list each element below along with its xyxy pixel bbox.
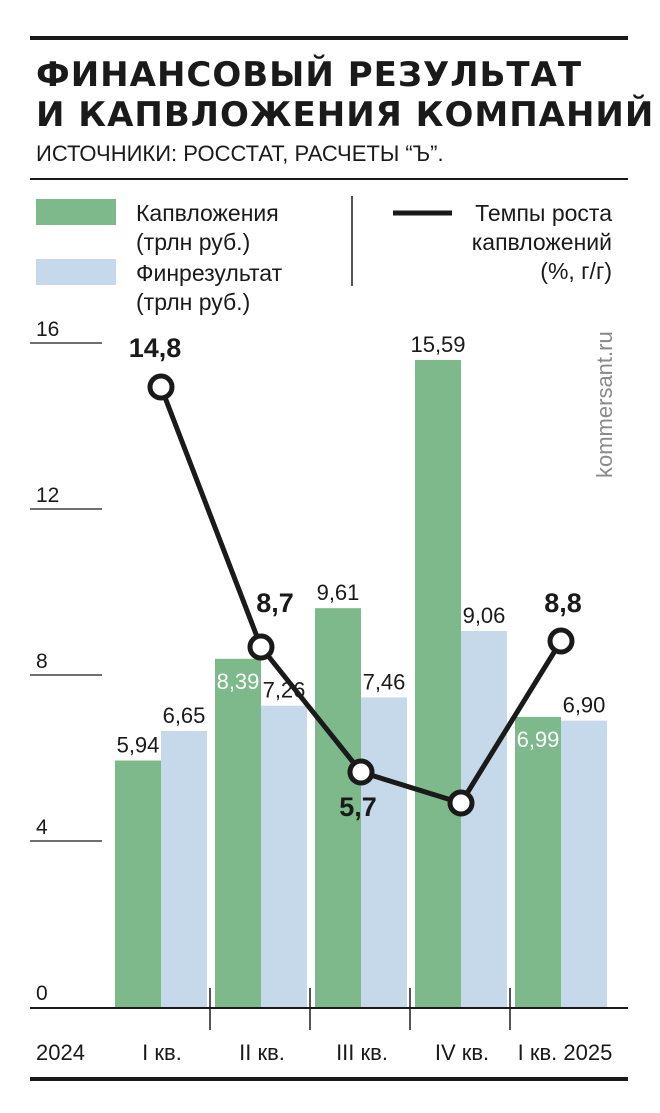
bar-profit-label: 7,26 [263,678,306,703]
legend-swatch-invest [36,199,116,225]
growth-marker [147,373,175,401]
bar-profit [561,720,607,1007]
chart-subtitle: ИСТОЧНИКИ: РОССТАТ, РАСЧЕТЫ “Ъ”. [36,141,444,166]
growth-marker [547,627,575,655]
legend-label-invest-unit: (трлн руб.) [136,229,250,255]
bars [115,360,607,1007]
growth-label: 8,8 [544,588,582,618]
bar-invest-label: 8,39 [217,669,260,694]
bar-profit-label: 7,46 [363,669,406,694]
y-tick-label: 8 [36,650,48,673]
bar-profit [161,731,207,1007]
x-tick-label: III кв. [336,1040,388,1065]
header-rule [30,178,628,180]
bar-invest-label: 9,61 [317,580,360,605]
legend-label-growth: Темпы роста [475,200,612,226]
x-tick-label: I кв. [142,1040,182,1065]
watermark: kommersant.ru [592,331,617,478]
bar-labels: 5,946,65 8,39 7,26 9,61 7,46 15,59 9,06 6,996,9… [117,332,606,757]
legend-label-growth-2: капвложений [472,229,612,255]
legend-label-profit-unit: (трлн руб.) [136,289,250,315]
x-axis: I кв. II кв. III кв. IV кв. I кв. 2025 [142,988,612,1065]
bar-profit [461,631,507,1007]
chart-title-line1: ФИНАНСОВЫЙ РЕЗУЛЬТАТ [36,54,582,95]
bar-profit-label: 6,65 [163,703,206,728]
growth-marker [247,633,275,661]
y-tick-label: 12 [36,484,59,507]
growth-line: 14,8 8,7 5,7 8,8 [129,333,582,822]
growth-label: 14,8 [129,333,182,363]
bar-invest [515,716,561,1007]
growth-marker [447,789,475,817]
y-tick-label: 4 [36,816,48,839]
bar-profit [261,705,307,1007]
x-tick-label: I кв. 2025 [518,1040,613,1065]
bar-profit [361,697,407,1007]
y-tick-label: 16 [36,318,59,341]
legend-label-profit: Финрезультат [136,260,283,286]
bar-profit-label: 9,06 [463,603,506,628]
growth-label: 5,7 [339,792,377,822]
x-tick-label: II кв. [239,1040,285,1065]
legend-label-growth-unit: (%, г/г) [540,258,612,284]
bar-invest [315,608,361,1007]
bar-invest [415,360,461,1007]
chart-title-line2: И КАПВЛОЖЕНИЯ КОМПАНИЙ [36,94,654,135]
bar-invest-label: 6,99 [517,727,560,752]
bar-invest [215,658,261,1007]
bar-invest [115,760,161,1007]
legend-swatch-profit [36,259,116,285]
legend-label-invest: Капвложения [136,200,279,226]
x-tick-label: IV кв. [435,1040,489,1065]
bar-invest-label: 5,94 [117,732,160,757]
bar-invest-label: 15,59 [410,332,465,357]
year-label: 2024 [36,1040,85,1065]
bottom-rule [30,1077,628,1081]
bar-profit-label: 6,90 [563,693,606,718]
y-axis: 0 4 8 12 16 [30,318,102,1005]
growth-label: 8,7 [256,588,294,618]
top-rule [30,36,628,40]
x-axis-line [30,1007,628,1009]
y-tick-label: 0 [36,982,48,1005]
growth-marker [347,758,375,786]
